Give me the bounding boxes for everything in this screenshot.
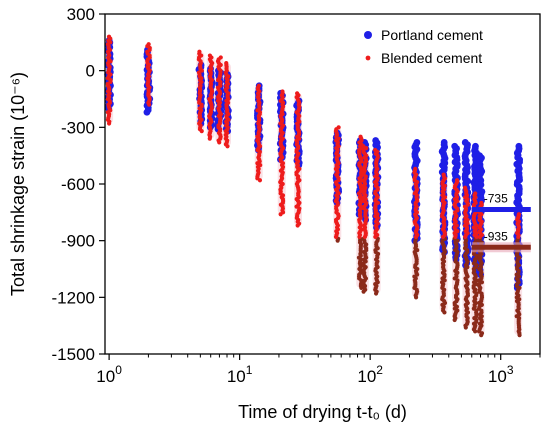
blended-point-16-74 xyxy=(463,185,468,190)
blended-point-19-64 xyxy=(516,212,521,217)
blended-point-1-32 xyxy=(146,42,151,47)
portland-point-13-43 xyxy=(413,139,421,146)
x-tick-label-2: 102 xyxy=(357,363,383,386)
blended-point-12-76 xyxy=(373,147,378,153)
chart-overlay: -735 -935 xyxy=(471,192,531,253)
blended-point-11-77 xyxy=(361,144,366,149)
blended-point-4-45 xyxy=(218,55,223,60)
blended-point-5-44 xyxy=(224,61,229,66)
blended-point-6-50 xyxy=(256,83,261,88)
portland-point-16-54 xyxy=(461,139,469,146)
legend-portland-marker xyxy=(364,31,372,39)
y-tick-label-3: -600 xyxy=(61,175,95,194)
legend-blended-label: Blended cement xyxy=(381,50,482,66)
x-axis-title: Time of drying t-t₀ (d) xyxy=(238,402,407,422)
y-tick-label-2: -300 xyxy=(61,118,95,137)
x-tick-label-1: 101 xyxy=(227,363,253,386)
y-tick-label-6: -1500 xyxy=(52,345,95,364)
blended-point-13-68 xyxy=(413,166,418,171)
blended-point-17-73 xyxy=(473,191,478,196)
blended-point-18-70 xyxy=(479,200,484,205)
blended-point-7-65 xyxy=(280,89,285,94)
chart-marks xyxy=(104,34,524,338)
portland-point-17-54 xyxy=(472,142,479,150)
blended-point-3-44 xyxy=(207,53,213,58)
legend-portland-label: Portland cement xyxy=(381,27,483,43)
blended-point-15-74 xyxy=(454,178,460,183)
blended-point-9-60 xyxy=(336,125,341,130)
blended-point-10-80 xyxy=(358,134,363,139)
portland-point-15-50 xyxy=(451,142,459,150)
blended-mean-label: -935 xyxy=(484,229,508,243)
y-tick-label-0: 300 xyxy=(67,5,95,24)
blended-point-8-70 xyxy=(295,91,300,96)
y-axis-title: Total shrinkage strain (10⁻⁶) xyxy=(8,72,28,296)
y-tick-label-4: -900 xyxy=(61,232,95,251)
chart-legend: Portland cement Blended cement xyxy=(364,27,483,66)
blended-point-14-73 xyxy=(441,172,446,177)
x-tick-label-0: 100 xyxy=(96,363,122,386)
portland-point-12-38 xyxy=(372,137,380,144)
portland-point-19-63 xyxy=(515,142,523,150)
portland-point-18-53 xyxy=(476,152,483,160)
portland-point-14-48 xyxy=(440,139,448,146)
blended-point-2-42 xyxy=(197,49,202,54)
y-tick-label-1: 0 xyxy=(86,62,95,81)
x-tick-label-3: 103 xyxy=(488,363,514,386)
blended-point-0-46 xyxy=(106,34,112,39)
y-tick-label-5: -1200 xyxy=(52,288,95,307)
portland-mean-label: -735 xyxy=(484,192,508,206)
legend-blended-marker xyxy=(365,55,371,61)
